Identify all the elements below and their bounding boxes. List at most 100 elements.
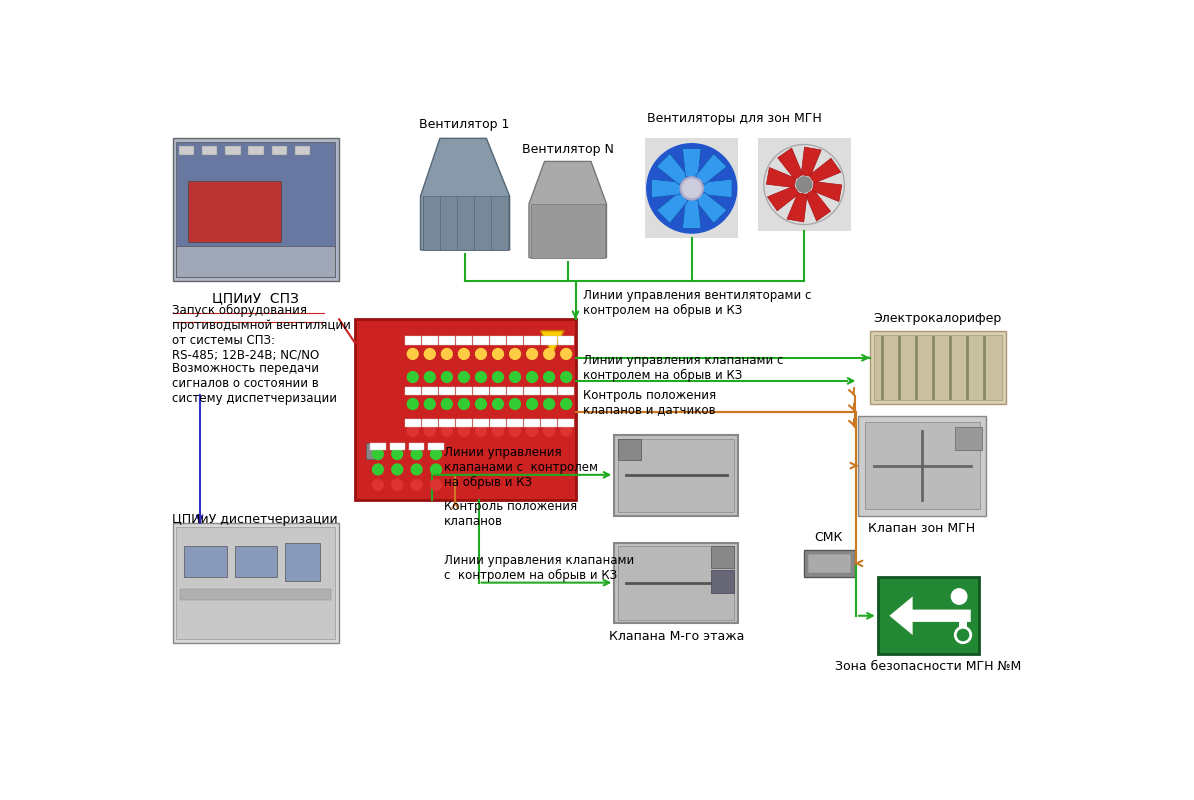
Circle shape [424,349,436,359]
Circle shape [392,479,402,490]
Circle shape [411,464,421,475]
Polygon shape [812,182,842,202]
Circle shape [543,426,554,436]
Circle shape [442,349,453,359]
Bar [456,419,472,427]
Bar [405,336,420,346]
Polygon shape [703,179,732,198]
Polygon shape [810,158,841,183]
Text: Вентилятор N: Вентилятор N [522,143,614,156]
Circle shape [543,372,554,382]
Polygon shape [952,610,967,627]
Circle shape [373,464,383,475]
Circle shape [407,398,418,410]
Bar [541,419,556,427]
Circle shape [407,372,418,382]
Circle shape [424,398,436,410]
Bar [202,146,217,155]
Circle shape [510,426,521,436]
Bar [758,138,850,230]
Bar [421,387,437,394]
Bar [473,419,488,427]
Circle shape [796,177,812,192]
Bar [864,422,980,510]
Circle shape [424,372,436,382]
Circle shape [543,349,554,359]
Text: Зона безопасности МГН №М: Зона безопасности МГН №М [835,661,1021,674]
Circle shape [442,398,453,410]
Text: Электрокалорифер: Электрокалорифер [873,312,1002,325]
Bar [955,427,983,450]
Circle shape [952,589,967,604]
Bar [405,387,420,394]
Bar [541,387,556,394]
Circle shape [510,372,521,382]
Bar [355,319,576,500]
Bar [507,419,523,427]
Bar [507,387,523,394]
Bar [808,554,850,574]
Text: Линии управления клапанами с
контролем на обрыв и КЗ: Линии управления клапанами с контролем н… [583,354,783,382]
Bar [389,442,405,450]
Circle shape [493,372,504,382]
Bar [712,546,734,568]
Polygon shape [652,179,681,198]
Bar [491,336,506,346]
Bar [439,336,455,346]
Bar [295,146,310,155]
Bar [285,542,320,581]
Circle shape [475,349,486,359]
Circle shape [683,179,701,198]
Bar [456,336,472,346]
Text: ЦПИиУ  СПЗ: ЦПИиУ СПЗ [213,291,298,306]
Bar [179,146,195,155]
Bar [408,442,424,450]
Polygon shape [767,167,795,187]
Bar [367,442,380,459]
Circle shape [407,426,418,436]
Polygon shape [696,154,727,185]
Circle shape [527,398,537,410]
Bar [491,387,506,394]
Bar [421,336,437,346]
Text: Линии управления клапанами
с  контролем на обрыв и КЗ: Линии управления клапанами с контролем н… [444,554,634,582]
Bar [473,336,488,346]
Bar [618,546,734,619]
Bar [405,419,420,427]
Circle shape [475,426,486,436]
Bar [524,419,540,427]
Circle shape [411,449,421,459]
Bar [439,419,455,427]
Bar [177,246,336,277]
Circle shape [561,372,572,382]
Bar [226,146,241,155]
Text: СМК: СМК [814,531,843,544]
Bar [456,387,472,394]
Bar [177,142,336,277]
Polygon shape [420,138,510,250]
Circle shape [561,349,572,359]
Circle shape [527,426,537,436]
Circle shape [411,479,421,490]
Bar [524,336,540,346]
Bar [172,523,339,642]
Circle shape [493,398,504,410]
Text: Линии управления
клапанами с  контролем
на обрыв и КЗ: Линии управления клапанами с контролем н… [444,446,598,490]
Bar [559,419,574,427]
Text: Клапана М-го этажа: Клапана М-го этажа [609,630,744,642]
Bar [507,336,523,346]
Polygon shape [890,597,971,635]
Circle shape [561,398,572,410]
Circle shape [458,372,469,382]
Bar [614,542,738,623]
Text: Вентилятор 1: Вентилятор 1 [419,118,510,130]
Text: Контроль положения
клапанов: Контроль положения клапанов [444,500,577,528]
Bar [187,181,281,242]
Polygon shape [806,190,831,221]
Text: Возможность передачи
сигналов о состоянии в
систему диспетчеризации: Возможность передачи сигналов о состояни… [172,362,338,405]
Bar [234,546,277,578]
Polygon shape [696,192,727,223]
Circle shape [475,372,486,382]
Circle shape [373,449,383,459]
Circle shape [431,449,442,459]
